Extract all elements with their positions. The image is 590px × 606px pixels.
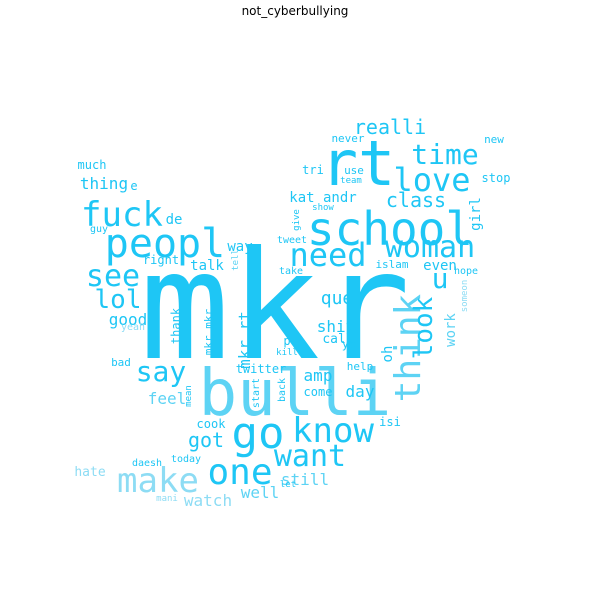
cloud-word: school: [307, 202, 473, 256]
cloud-word: work: [443, 313, 459, 347]
cloud-word: well: [241, 483, 280, 502]
cloud-word: lol: [95, 285, 142, 315]
cloud-word: u: [432, 262, 449, 295]
cloud-word: still: [281, 470, 329, 489]
cloud-word: daesh: [132, 458, 162, 469]
cloud-word: fuck: [81, 195, 163, 235]
cloud-word: call: [322, 332, 353, 347]
cloud-word: peopl: [105, 221, 225, 267]
cloud-word: one: [207, 452, 272, 493]
cloud-word: today: [171, 454, 201, 465]
cloud-word: day: [346, 382, 375, 401]
cloud-word: mean: [184, 385, 194, 407]
cloud-word: cook: [197, 417, 227, 431]
cloud-word: help: [347, 360, 374, 373]
cloud-word: girl: [468, 197, 484, 231]
cloud-word: rt: [321, 127, 396, 200]
cloud-word: look: [409, 296, 439, 359]
cloud-word: stop: [482, 171, 511, 185]
cloud-word: go: [232, 408, 285, 459]
cloud-word: bulli: [199, 357, 392, 431]
cloud-word: love: [393, 161, 470, 199]
cloud-word: hate: [74, 465, 105, 480]
cloud-word: want: [274, 439, 346, 474]
chart-title: not_cyberbullying: [241, 4, 349, 18]
cloud-word: mani: [156, 494, 178, 504]
cloud-word: take: [279, 266, 303, 277]
cloud-word: much: [78, 158, 107, 172]
cloud-word: make: [117, 461, 199, 501]
cloud-word: come: [304, 385, 333, 399]
cloud-word: tri: [302, 163, 324, 177]
cloud-word: tell: [231, 249, 241, 271]
cloud-word: watch: [184, 491, 232, 510]
cloud-word: yeah: [121, 322, 145, 333]
cloud-word: shit: [317, 317, 356, 336]
cloud-word: show: [312, 203, 334, 213]
cloud-word: thank: [169, 307, 183, 344]
cloud-word: e: [130, 179, 137, 193]
cloud-word: way: [227, 239, 252, 255]
cloud-word: guy: [90, 224, 108, 235]
cloud-word: right: [143, 253, 179, 267]
cloud-word: amp: [304, 366, 333, 385]
cloud-word: mkr mkr: [202, 308, 215, 355]
cloud-word: twitter: [236, 362, 287, 376]
cloud-word: ye: [342, 337, 356, 351]
cloud-word: need: [289, 236, 366, 274]
cloud-word: talk: [190, 258, 224, 274]
cloud-word: kat andr: [289, 190, 356, 206]
cloud-word: hope: [454, 266, 478, 277]
cloud-word: woman: [385, 230, 475, 265]
cloud-word: use: [344, 164, 364, 177]
cloud-word: p: [283, 334, 290, 348]
cloud-word: give: [292, 209, 302, 231]
cloud-word: back: [277, 378, 288, 402]
cloud-word: bad: [111, 356, 131, 369]
cloud-word: someon: [460, 280, 470, 313]
cloud-word: let: [280, 480, 296, 490]
cloud-word: know: [292, 411, 374, 451]
cloud-word: feel: [148, 389, 187, 408]
cloud-word: oh: [380, 346, 396, 363]
cloud-word: time: [411, 138, 478, 171]
cloud-word: thing: [80, 174, 128, 193]
cloud-word: realli: [354, 115, 426, 139]
cloud-word: de: [166, 212, 183, 228]
cloud-word: say: [136, 355, 187, 388]
cloud-word: class: [386, 188, 446, 212]
cloud-word: even: [423, 258, 457, 274]
cloud-word: see: [86, 259, 140, 294]
cloud-word: never: [331, 132, 364, 145]
cloud-word: isi: [379, 415, 401, 429]
cloud-word: got: [188, 428, 224, 452]
cloud-word: tweet: [277, 235, 307, 246]
cloud-word: mkr: [140, 220, 411, 394]
cloud-word: que: [321, 288, 354, 309]
cloud-word: start: [251, 378, 262, 408]
cloud-word: mkr rt: [235, 311, 254, 369]
cloud-word: new: [484, 133, 504, 146]
cloud-word: think: [388, 293, 429, 402]
cloud-word: good: [109, 310, 148, 329]
cloud-word: kill: [276, 348, 298, 358]
cloud-word: islam: [375, 258, 408, 271]
cloud-word: team: [340, 176, 362, 186]
